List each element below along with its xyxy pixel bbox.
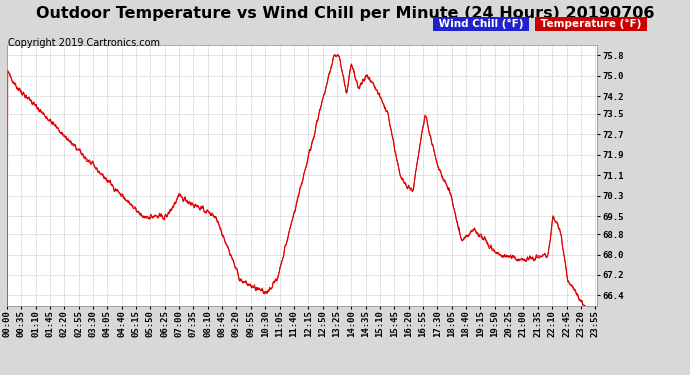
Text: Outdoor Temperature vs Wind Chill per Minute (24 Hours) 20190706: Outdoor Temperature vs Wind Chill per Mi… xyxy=(36,6,654,21)
Text: Copyright 2019 Cartronics.com: Copyright 2019 Cartronics.com xyxy=(8,38,160,48)
Text: Temperature (°F): Temperature (°F) xyxy=(537,20,645,29)
Text: Wind Chill (°F): Wind Chill (°F) xyxy=(435,20,527,29)
